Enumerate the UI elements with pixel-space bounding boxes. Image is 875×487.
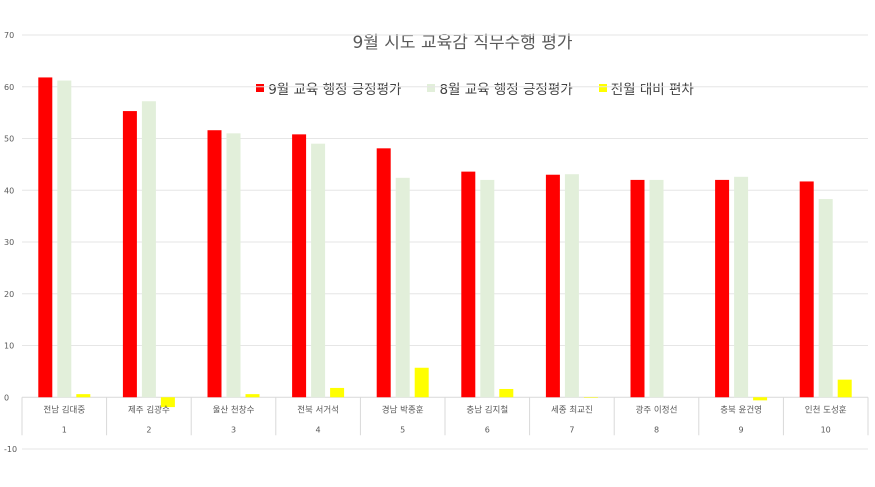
y-tick-label: 0	[4, 393, 9, 402]
bar	[734, 176, 749, 398]
bar	[245, 394, 260, 398]
x-category-label: 전남 김대중	[43, 404, 85, 415]
y-tick-label: -10	[4, 445, 17, 454]
x-rank-label: 9	[739, 425, 744, 434]
y-tick-label: 50	[4, 135, 14, 144]
bar	[499, 388, 514, 398]
x-category-label: 세종 최교진	[551, 404, 593, 415]
bar	[649, 179, 664, 398]
chart-title: 9월 시도 교육감 직무수행 평가	[352, 33, 573, 53]
bar	[630, 179, 645, 398]
x-rank-label: 7	[569, 425, 574, 434]
x-rank-label: 6	[485, 425, 490, 434]
bar	[207, 130, 222, 398]
bar	[545, 174, 560, 398]
x-category-label: 울산 천창수	[213, 404, 255, 415]
legend-swatch	[427, 84, 436, 92]
legend-item: 9월 교육 행정 긍정평가	[256, 78, 401, 98]
x-category-label: 인천 도성훈	[805, 404, 847, 415]
legend-item: 8월 교육 행정 긍정평가	[427, 78, 573, 98]
bar	[38, 77, 53, 398]
legend: 9월 교육 행정 긍정평가 8월 교육 행정 긍정평가 전월 대비 편차	[240, 78, 710, 98]
y-tick-label: 40	[4, 186, 14, 195]
bar	[583, 397, 598, 398]
bar	[226, 133, 241, 398]
y-tick-label: 60	[4, 83, 14, 92]
legend-label: 8월 교육 행정 긍정평가	[439, 82, 573, 98]
legend-swatch	[598, 84, 607, 92]
x-rank-label: 10	[821, 425, 831, 434]
bar	[753, 397, 768, 401]
x-rank-label: 8	[654, 425, 659, 434]
x-rank-label: 3	[231, 425, 236, 434]
bar	[480, 179, 495, 398]
bar	[160, 397, 175, 408]
x-category-label: 제주 김광수	[128, 404, 170, 415]
bar	[292, 134, 307, 398]
legend-swatch	[256, 84, 265, 92]
legend-label: 전월 대비 편차	[610, 82, 694, 98]
bar	[715, 179, 730, 398]
bar	[376, 148, 391, 398]
x-rank-label: 5	[400, 425, 405, 434]
bar	[141, 101, 156, 398]
bar	[799, 181, 814, 398]
bar	[76, 394, 91, 398]
x-category-label: 경남 박종훈	[382, 404, 424, 415]
x-rank-label: 2	[146, 425, 151, 434]
bar	[311, 143, 326, 398]
x-rank-label: 1	[62, 425, 67, 434]
bar	[122, 111, 137, 398]
y-tick-label: 30	[4, 238, 14, 247]
bar	[57, 80, 72, 398]
bar	[564, 174, 579, 398]
y-tick-label: 10	[4, 342, 14, 351]
bar	[837, 379, 852, 398]
bar	[461, 171, 476, 398]
x-category-label: 전북 서거석	[297, 404, 339, 415]
bar	[818, 199, 833, 398]
x-category-label: 충남 김지철	[466, 404, 508, 415]
bar	[414, 367, 429, 398]
legend-item: 전월 대비 편차	[598, 78, 694, 98]
x-rank-label: 4	[316, 425, 321, 434]
bar	[330, 387, 345, 398]
legend-label: 9월 교육 행정 긍정평가	[268, 82, 402, 98]
x-category-label: 광주 이정선	[636, 404, 678, 415]
x-category-label: 충북 윤건영	[720, 404, 762, 415]
y-tick-label: 20	[4, 290, 14, 299]
y-tick-label: 70	[4, 31, 14, 40]
bar	[395, 177, 410, 398]
